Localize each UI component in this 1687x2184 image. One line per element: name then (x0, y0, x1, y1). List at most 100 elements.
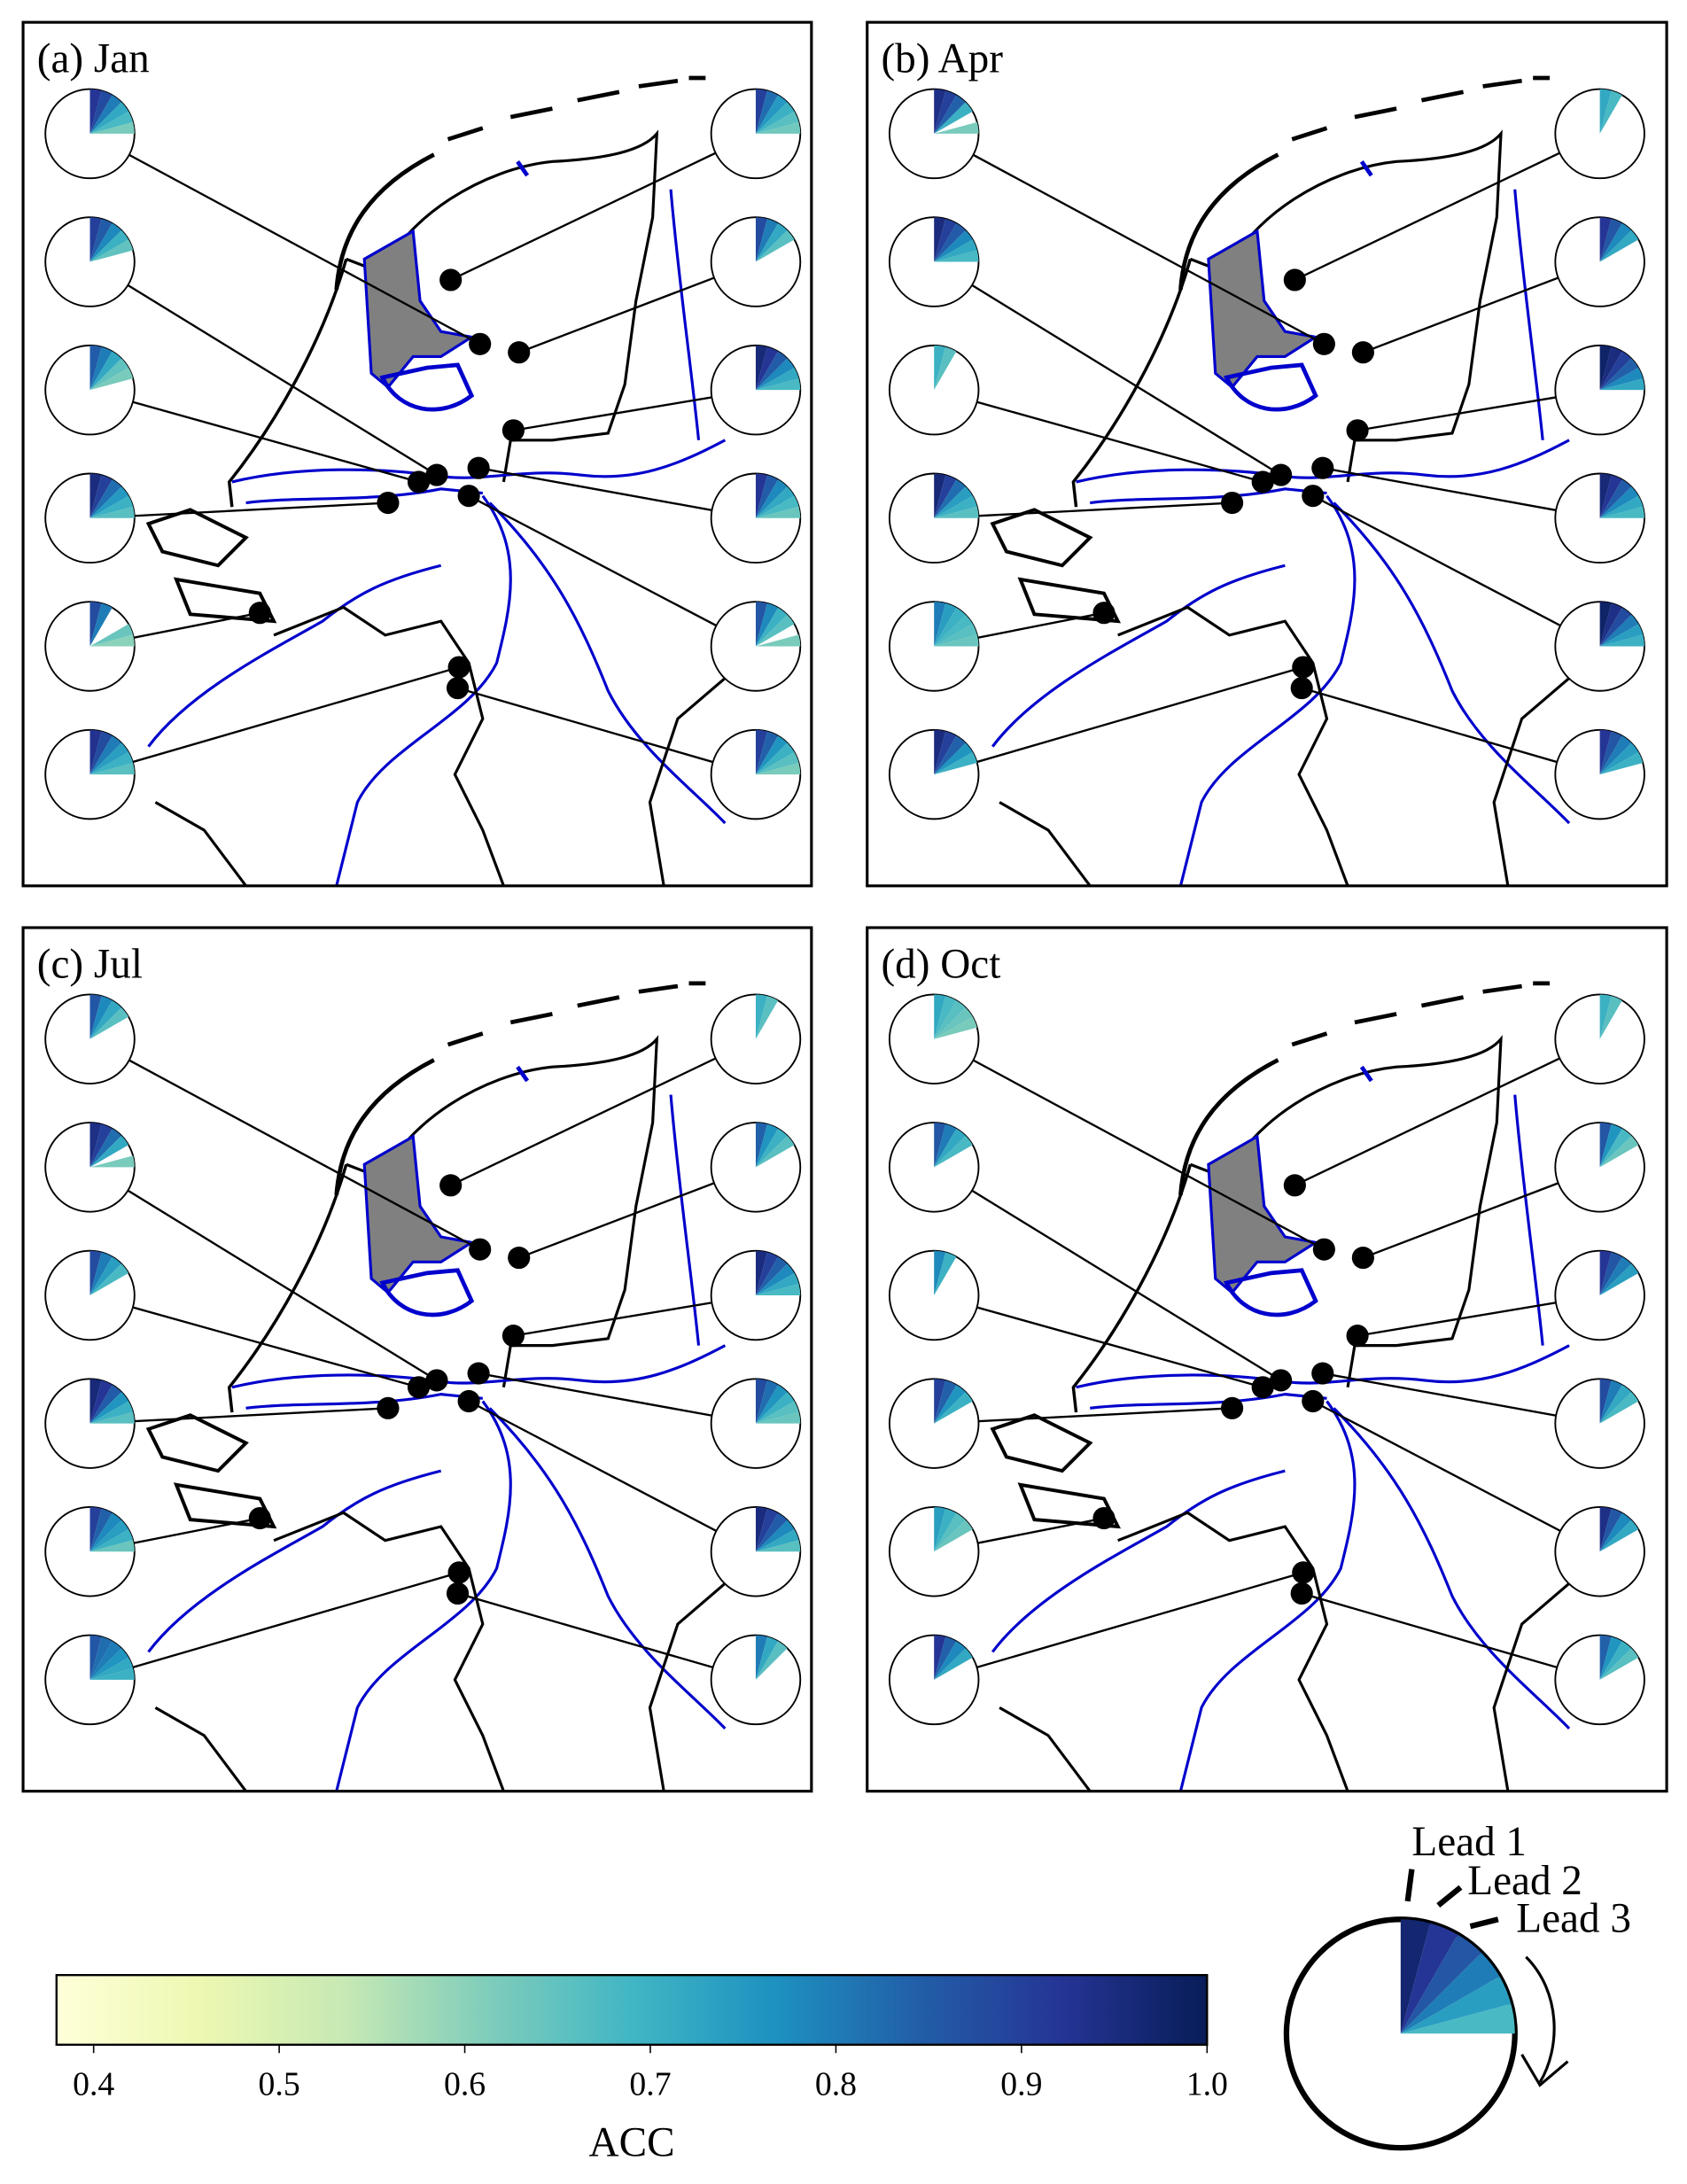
station-dot (439, 268, 463, 291)
lead-wedge (89, 1506, 102, 1552)
station-dot (248, 1506, 271, 1530)
lead-wedge (1599, 1519, 1639, 1552)
lead-wedge (1599, 495, 1644, 518)
station-dot (1221, 491, 1244, 515)
lead-wedge (1599, 1648, 1639, 1680)
lead-wedge (934, 994, 946, 1039)
lead-wedge (755, 222, 788, 262)
lead-wedge (1400, 1919, 1431, 2034)
lead-wedge (755, 1392, 795, 1424)
lead-wedge (1599, 742, 1639, 775)
lead-wedge (89, 1392, 129, 1424)
lead-wedge (1599, 614, 1639, 647)
station-dot (1312, 332, 1335, 355)
lead-wedge (934, 602, 946, 647)
station-dot (457, 1389, 480, 1413)
colorbar-tick-label: 0.8 (815, 2065, 857, 2102)
lead-wedge (89, 217, 102, 262)
station-dot (469, 332, 492, 355)
lead-wedge (934, 217, 946, 262)
lead-wedge (89, 1256, 122, 1296)
colorbar-tick-label: 0.5 (259, 2065, 300, 2102)
lead-wedge (1599, 1256, 1632, 1296)
lead-wedge (934, 1016, 977, 1039)
lead-wedge (755, 1641, 788, 1680)
station-dot (248, 602, 271, 625)
lead-wedge (1599, 1135, 1639, 1168)
lead-wedge (934, 506, 979, 518)
station-dot (1270, 463, 1293, 486)
station-dot (508, 341, 531, 364)
station-dot (467, 456, 490, 479)
lead-wedge (1599, 996, 1622, 1039)
lead-wedge (934, 729, 946, 775)
map-panel: (c) Jul (21, 926, 813, 1792)
lead-wedge (1599, 751, 1644, 775)
colorbar-tick-label: 0.7 (629, 2065, 671, 2102)
lead-wedge (934, 1252, 957, 1296)
lead-wedge (89, 996, 113, 1039)
lead-wedge (89, 1512, 122, 1552)
lead-wedge (1599, 479, 1632, 518)
lead-wedge (934, 229, 973, 262)
lead-wedge (89, 1123, 102, 1168)
lead-wedge (934, 1380, 957, 1424)
lead-wedge (934, 239, 977, 262)
lead-wedge (89, 1540, 135, 1552)
lead-wedge (755, 1635, 767, 1680)
lead-wedge (934, 1385, 966, 1424)
panel-frame (21, 20, 813, 888)
lead-wedge (89, 1252, 113, 1296)
lead-wedge (1599, 1263, 1639, 1296)
station-link (933, 389, 1263, 484)
panel-title: (a) Jan (37, 36, 150, 82)
lead-wedge (934, 624, 977, 647)
lead-wedge (934, 1379, 946, 1424)
lead-wedge (934, 473, 946, 518)
lead-wedge (755, 763, 801, 775)
lead-wedge (934, 475, 957, 518)
lead-wedge (755, 1123, 779, 1168)
station-dot (1092, 602, 1116, 625)
station-dot (407, 1376, 431, 1399)
colorbar-body (55, 1974, 1209, 2046)
lead-label: Lead 2 (1467, 1858, 1582, 1904)
lead-wedge (755, 486, 795, 518)
lead-wedge (1599, 229, 1639, 262)
lead-wedge (755, 1540, 801, 1552)
station-link (89, 1571, 460, 1682)
station-link (89, 501, 388, 519)
lead-pointer (1436, 1885, 1463, 1908)
lead-wedge (755, 1256, 788, 1296)
lead-wedge (89, 1263, 129, 1296)
station-dot (501, 419, 525, 442)
lead-wedge (934, 607, 966, 647)
lead-wedge (934, 751, 977, 775)
lead-label: Lead 1 (1411, 1819, 1527, 1865)
station-dot (1290, 1582, 1313, 1605)
lead-wedge (755, 111, 799, 134)
lead-wedge (1599, 378, 1644, 391)
lead-wedge (1599, 1379, 1612, 1424)
station-dot (469, 1238, 492, 1261)
station-link (457, 687, 757, 776)
lead-wedge (1599, 607, 1632, 647)
lead-wedge (89, 763, 135, 775)
lead-wedge (89, 111, 134, 134)
lead-wedge (934, 95, 966, 134)
lead-wedge (755, 218, 779, 262)
lead-wedge (1599, 89, 1612, 134)
station-link (468, 1400, 757, 1553)
direction-arrow (1525, 1955, 1556, 2084)
lead-wedge (934, 1128, 966, 1168)
lead-wedge (934, 495, 977, 518)
station-link (933, 260, 1282, 477)
lead-wedge (934, 1512, 966, 1552)
lead-wedge (934, 1641, 966, 1680)
lead-wedge (755, 102, 795, 134)
lead-wedge (1599, 634, 1644, 647)
lead-wedge (89, 1657, 134, 1680)
station-link (933, 665, 1304, 776)
lead-wedge (1599, 345, 1612, 391)
station-link (89, 1407, 388, 1425)
